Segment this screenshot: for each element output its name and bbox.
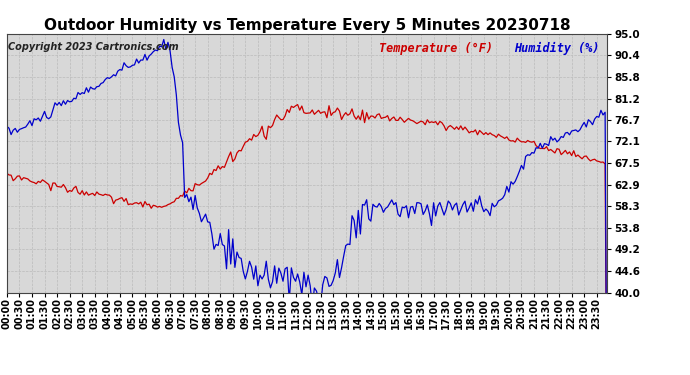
Title: Outdoor Humidity vs Temperature Every 5 Minutes 20230718: Outdoor Humidity vs Temperature Every 5 … [43, 18, 571, 33]
Text: Temperature (°F): Temperature (°F) [379, 42, 493, 54]
Text: Copyright 2023 Cartronics.com: Copyright 2023 Cartronics.com [8, 42, 178, 51]
Text: Humidity (%): Humidity (%) [514, 42, 600, 55]
